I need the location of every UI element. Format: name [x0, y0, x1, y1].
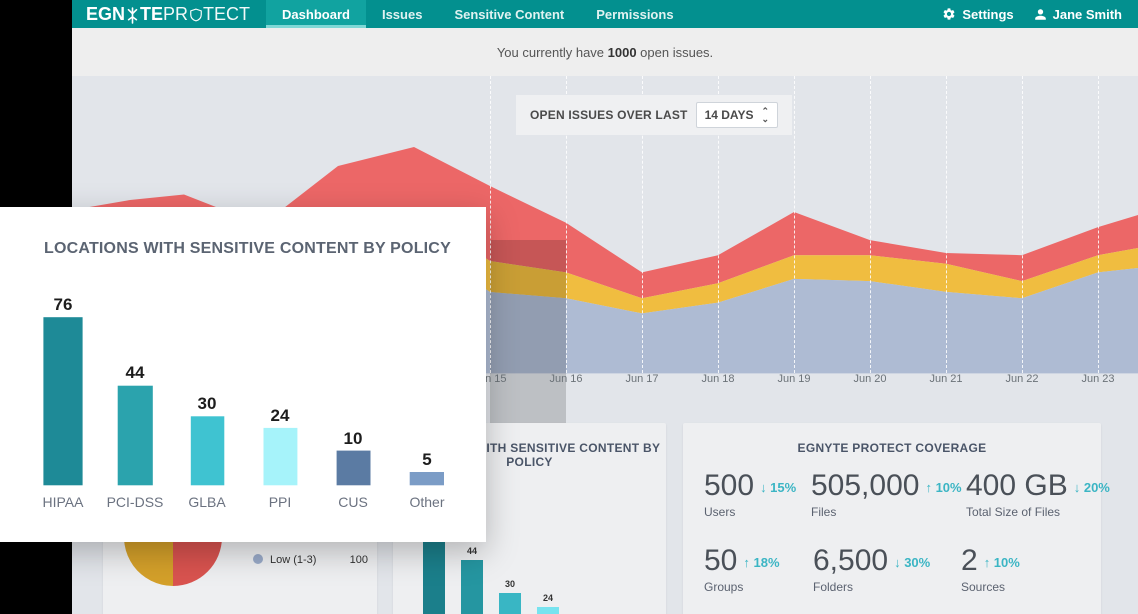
- svg-text:Other: Other: [409, 494, 444, 510]
- svg-text:PCI-DSS: PCI-DSS: [107, 494, 164, 510]
- svg-text:100: 100: [350, 554, 368, 566]
- svg-text:30: 30: [198, 394, 217, 413]
- svg-text:30: 30: [505, 579, 515, 589]
- svg-text:5: 5: [422, 450, 431, 469]
- svg-text:24: 24: [543, 593, 553, 603]
- svg-text:10: 10: [344, 429, 363, 448]
- svg-text:PPI: PPI: [269, 494, 292, 510]
- svg-text:44: 44: [126, 363, 145, 382]
- svg-text:GLBA: GLBA: [188, 494, 226, 510]
- svg-text:44: 44: [467, 546, 477, 556]
- svg-text:76: 76: [54, 295, 73, 314]
- svg-text:CUS: CUS: [338, 494, 368, 510]
- svg-text:HIPAA: HIPAA: [43, 494, 85, 510]
- svg-text:24: 24: [271, 406, 290, 425]
- svg-text:Low (1-3): Low (1-3): [270, 554, 316, 566]
